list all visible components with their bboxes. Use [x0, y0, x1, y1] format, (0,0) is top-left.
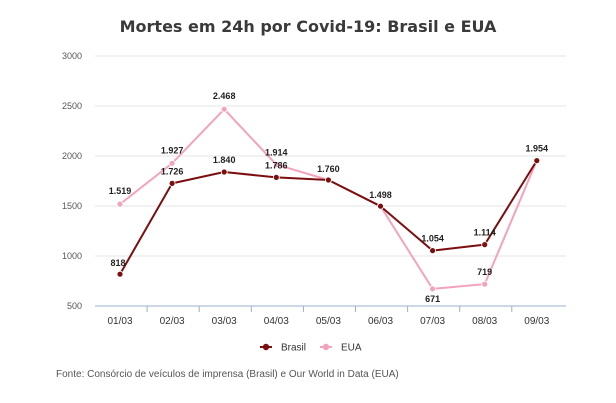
x-tick-label: 05/03	[316, 316, 341, 327]
data-point-brasil[interactable]	[272, 173, 280, 181]
y-axis-ticks: 500 1000 1500 2000 2500 3000	[62, 51, 82, 311]
data-point-brasil[interactable]	[168, 179, 176, 187]
x-tick-label: 01/03	[107, 316, 132, 327]
data-label-eua: 1.927	[161, 145, 184, 155]
x-tick-label: 08/03	[472, 316, 497, 327]
data-point-brasil[interactable]	[220, 168, 228, 176]
data-label-eua: 671	[425, 294, 440, 304]
data-point-eua[interactable]	[429, 285, 437, 293]
data-label-brasil: 818	[110, 258, 125, 268]
x-tick-label: 03/03	[212, 316, 237, 327]
x-axis: 01/03 02/03 03/03 04/03 05/03 06/03 07/03 08/03…	[95, 305, 566, 327]
x-tick-label: 09/03	[524, 316, 549, 327]
data-point-eua[interactable]	[481, 280, 489, 288]
legend-marker	[262, 343, 270, 351]
data-label-brasil: 1.726	[161, 166, 184, 176]
y-tick-label: 2000	[62, 151, 82, 161]
data-label-eua: 1.914	[265, 148, 288, 158]
data-point-eua[interactable]	[168, 159, 176, 167]
data-point-brasil[interactable]	[377, 202, 384, 210]
x-tick-label: 07/03	[420, 316, 445, 327]
data-label-brasil: 1.498	[369, 190, 392, 200]
data-label-brasil: 1.114	[474, 228, 496, 238]
series-line-eua	[119, 108, 538, 290]
legend[interactable]: Brasil EUA	[260, 343, 362, 354]
data-label-brasil: 1.786	[265, 160, 288, 170]
data-point-eua[interactable]	[220, 105, 228, 113]
series-points	[116, 105, 541, 293]
y-tick-label: 3000	[62, 51, 82, 61]
data-point-brasil[interactable]	[481, 241, 489, 249]
data-label-eua: 1.519	[109, 186, 132, 196]
y-tick-label: 1000	[62, 251, 82, 261]
x-tick-label: 06/03	[368, 316, 393, 327]
gridlines	[95, 55, 566, 257]
data-point-brasil[interactable]	[533, 157, 541, 165]
x-tick-label: 04/03	[264, 316, 289, 327]
data-point-eua[interactable]	[272, 161, 280, 169]
data-point-eua[interactable]	[116, 200, 124, 208]
x-tick-label: 02/03	[160, 316, 185, 327]
data-label-brasil: 1.954	[526, 144, 549, 154]
chart-title: Mortes em 24h por Covid-19: Brasil e EUA	[120, 17, 497, 36]
data-label-brasil: 1.760	[317, 164, 340, 174]
data-labels: 818 1.726 1.840 1.786 1.760 1.498 1.054 1.114 1.…	[109, 91, 548, 304]
data-point-brasil[interactable]	[116, 270, 124, 278]
y-tick-label: 1500	[62, 201, 82, 211]
data-point-brasil[interactable]	[324, 176, 332, 184]
series-lines	[119, 108, 538, 290]
legend-marker	[322, 343, 330, 351]
data-label-brasil: 1.054	[421, 234, 444, 244]
data-point-brasil[interactable]	[429, 247, 437, 255]
data-label-brasil: 1.840	[213, 155, 236, 165]
source-note: Fonte: Consórcio de veículos de imprensa…	[56, 369, 399, 380]
y-tick-label: 2500	[62, 101, 82, 111]
legend-label-eua[interactable]: EUA	[341, 343, 362, 354]
y-tick-label: 500	[67, 301, 82, 311]
data-label-eua: 2.468	[213, 91, 236, 101]
data-label-eua: 719	[477, 267, 492, 277]
legend-label-brasil[interactable]: Brasil	[281, 343, 306, 354]
